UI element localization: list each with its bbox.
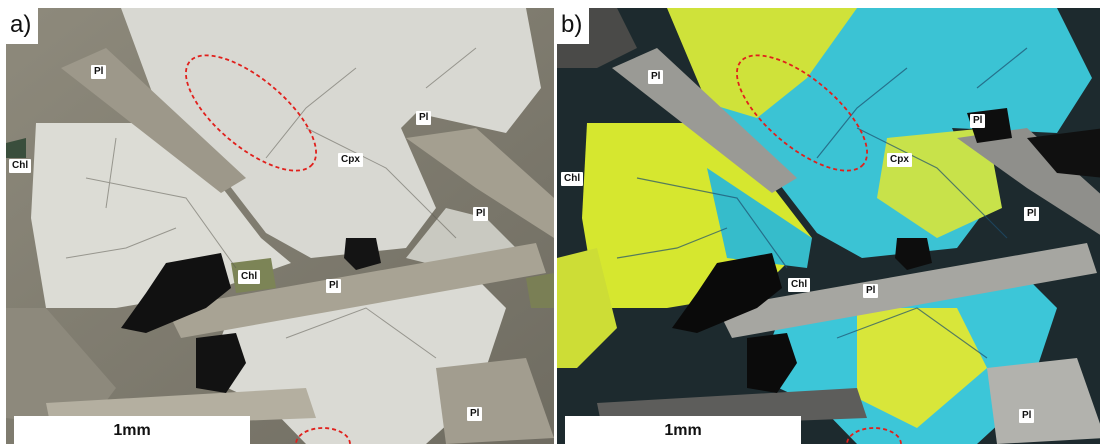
mineral-label-pl: Pl <box>970 114 986 128</box>
mineral-label-pl: Pl <box>91 65 107 79</box>
mineral-label-chl: Chl <box>9 159 32 173</box>
panel-b-label: b) <box>557 8 590 44</box>
panel-a-label: a) <box>6 8 39 44</box>
panel-a-micrograph: a) Pl Pl Chl Cpx Pl Chl Pl Pl 1mm <box>6 8 554 444</box>
mineral-label-pl: Pl <box>648 70 664 84</box>
mineral-label-pl: Pl <box>326 279 342 293</box>
mineral-label-pl: Pl <box>863 284 879 298</box>
mineral-label-chl: Chl <box>561 172 584 186</box>
scale-bar: 1mm <box>565 416 801 444</box>
mineral-label-chl: Chl <box>238 270 261 284</box>
mineral-label-chl: Chl <box>788 278 811 292</box>
mineral-label-cpx: Cpx <box>338 153 363 167</box>
mineral-label-pl: Pl <box>416 111 432 125</box>
mineral-label-pl: Pl <box>1024 207 1040 221</box>
mineral-label-pl: Pl <box>473 207 489 221</box>
mineral-label-pl: Pl <box>1019 409 1035 423</box>
micrograph-ppl-image <box>6 8 554 444</box>
scale-bar: 1mm <box>14 416 250 444</box>
highlight-ellipse-upper <box>185 54 317 172</box>
panel-b-micrograph: b) Pl Pl Chl Cpx Pl Chl Pl Pl 1mm <box>557 8 1100 444</box>
micrograph-xpl-image <box>557 8 1100 444</box>
highlight-ellipse-upper <box>736 54 868 172</box>
mineral-label-pl: Pl <box>467 407 483 421</box>
mineral-label-cpx: Cpx <box>887 153 912 167</box>
